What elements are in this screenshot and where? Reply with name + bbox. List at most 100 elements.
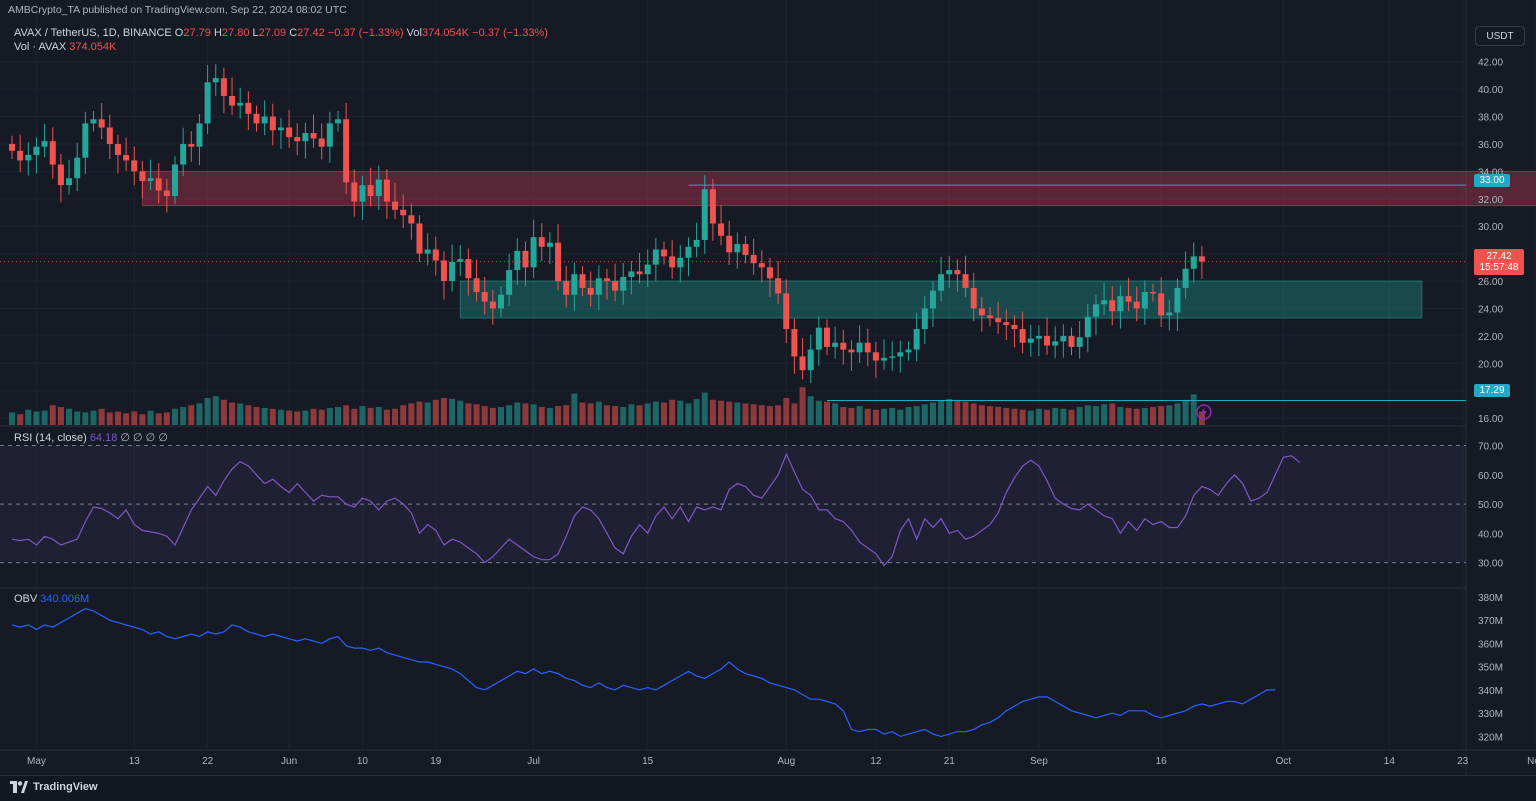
candle-body — [41, 141, 48, 147]
candle-body — [1174, 287, 1181, 313]
candle-body — [628, 271, 635, 277]
price-tick-label: 16.00 — [1478, 414, 1503, 425]
candle-body — [1052, 341, 1059, 346]
volume-bar — [465, 403, 472, 425]
obv-tick-label: 330M — [1478, 709, 1503, 720]
tradingview-logo[interactable]: TradingView — [10, 781, 98, 793]
horizontal-levels — [0, 184, 1466, 420]
volume-bar — [49, 405, 56, 425]
rsi-tick-label: 50.00 — [1478, 500, 1503, 511]
obv-legend[interactable]: OBV 340.006M — [14, 593, 89, 605]
candle-body — [180, 143, 187, 165]
volume-bar — [718, 400, 725, 425]
volume-bar — [750, 404, 757, 425]
rsi-legend[interactable]: RSI (14, close) 64.18 ∅ ∅ ∅ ∅ — [14, 431, 168, 444]
volume-bar — [449, 398, 456, 425]
volume-bar — [897, 409, 904, 425]
low-value: 27.09 — [258, 27, 287, 39]
volume-bar — [1084, 405, 1091, 425]
candle-body — [147, 178, 154, 181]
currency-unit-button[interactable]: USDT — [1475, 26, 1525, 46]
candle-body — [1060, 335, 1067, 342]
volume-bar — [881, 408, 888, 425]
volume-bar — [253, 407, 260, 425]
time-tick-label: 12 — [870, 756, 882, 767]
candle-body — [1198, 256, 1205, 262]
candle-body — [155, 178, 162, 191]
close-label: C — [289, 27, 298, 39]
candle-body — [824, 327, 830, 347]
candle-body — [1044, 335, 1051, 346]
volume-bar — [1133, 408, 1140, 425]
volume-bar — [913, 406, 920, 425]
obv-legend-label: OBV — [14, 593, 38, 605]
volume-bar — [856, 406, 863, 425]
candle-body — [1150, 292, 1156, 294]
volume-bar — [1044, 409, 1051, 425]
symbol-legend[interactable]: AVAX / TetherUS, 1D, BINANCE O27.79 H27.… — [14, 27, 548, 39]
obv-line — [11, 607, 1276, 738]
candle-body — [1092, 304, 1099, 317]
volume-bar — [929, 402, 936, 425]
candle-body — [799, 356, 806, 371]
volume-bar — [946, 398, 953, 425]
low-label: L — [252, 27, 259, 39]
volume-bar — [530, 404, 537, 425]
candle-body — [253, 113, 260, 124]
candle-body — [620, 276, 627, 291]
candle-body — [449, 261, 456, 282]
volume-bar — [180, 407, 187, 425]
volume-bar — [1019, 409, 1026, 425]
level-high-badge: 33.00 — [1474, 174, 1510, 187]
candle-body — [74, 157, 81, 179]
candle-body — [57, 164, 64, 186]
volume-bar — [1141, 407, 1148, 425]
volume-bar — [677, 400, 684, 425]
volume-bar — [392, 408, 399, 425]
volume-bar — [147, 410, 154, 425]
volume-bar — [661, 402, 667, 425]
candle-body — [17, 150, 24, 161]
volume-bar — [726, 401, 733, 425]
candle-body — [758, 263, 765, 268]
candle-body — [392, 201, 399, 210]
candle-body — [367, 185, 374, 197]
chart-canvas[interactable]: 42.0040.0038.0036.0034.0032.0030.0028.00… — [0, 0, 1536, 775]
volume-bar — [563, 405, 570, 425]
tradingview-logo-icon — [10, 781, 28, 793]
candle-body — [106, 127, 113, 144]
volume-legend[interactable]: Vol · AVAX 374.054K — [14, 41, 116, 53]
volume-bar — [1150, 407, 1156, 425]
volume-bar — [310, 408, 317, 425]
candle-body — [652, 249, 659, 265]
candle-body — [661, 249, 667, 257]
candle-body — [815, 327, 822, 350]
volume-bar — [1190, 394, 1197, 425]
volume-bar — [652, 401, 659, 425]
volume-bar — [701, 392, 708, 425]
candle-body — [212, 78, 219, 83]
candle-body — [563, 281, 570, 295]
candle-body — [383, 179, 390, 202]
candle-body — [685, 246, 692, 258]
change-value: −0.37 (−1.33%) — [327, 27, 404, 39]
volume-bar — [709, 399, 716, 425]
volume-bar — [383, 409, 390, 425]
candle-body — [970, 287, 977, 309]
obv-tick-label: 340M — [1478, 686, 1503, 697]
volume-bar — [970, 403, 977, 425]
volume-bar — [1068, 409, 1075, 425]
volume-bar — [489, 407, 496, 425]
countdown-value: 15:57:48 — [1479, 262, 1519, 273]
candle-body — [131, 160, 138, 172]
volume-bar — [188, 405, 195, 425]
candle-body — [245, 102, 252, 114]
candle-body — [114, 143, 121, 155]
volume-bar — [294, 411, 301, 425]
volume-bar — [33, 411, 40, 425]
volume-bar — [1125, 407, 1132, 425]
volume-bar — [25, 409, 32, 425]
candle-body — [603, 278, 610, 282]
volume-bar — [840, 407, 847, 425]
volume-bar — [131, 411, 138, 425]
